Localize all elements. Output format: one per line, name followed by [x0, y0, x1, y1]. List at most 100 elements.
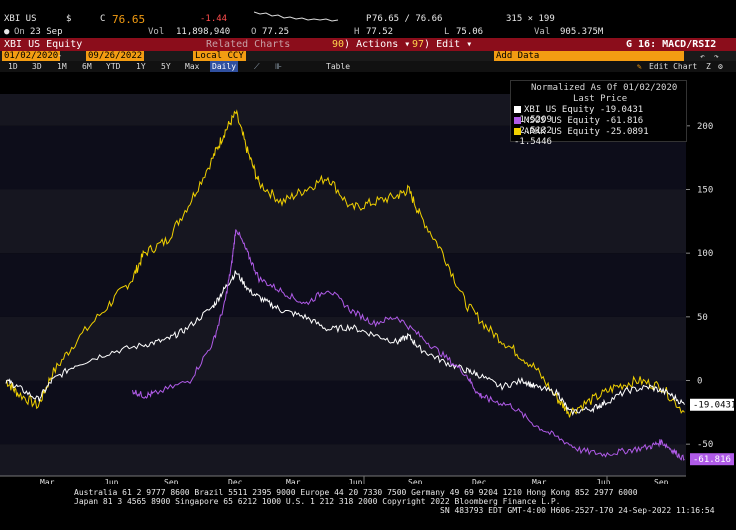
table-button[interactable]: Table — [326, 62, 351, 71]
x-tick-label: Sep — [408, 478, 423, 487]
last-value-text: -61.816 — [693, 455, 731, 465]
legend-swatch — [514, 128, 521, 135]
chart-template-label: G 16: MACD/RSI2 — [626, 39, 717, 50]
price-change: -1.44 — [200, 14, 228, 24]
range-3d[interactable]: 3D — [32, 62, 42, 71]
toolbar: 1D 3D 1M 6M YTD 1Y 5Y Max Daily ⟋ ⊪ Tabl… — [0, 52, 736, 72]
series-line-xbi — [5, 270, 685, 416]
line-chart-icon[interactable]: ⟋ — [254, 62, 260, 71]
gear-icon[interactable]: ✎ — [637, 62, 642, 71]
y-tick-label: 150 — [697, 186, 713, 196]
last-value-box — [690, 398, 734, 411]
x-tick-label: Dec — [228, 478, 243, 487]
low-price: 75.06 — [456, 27, 484, 37]
low-label: L — [444, 27, 450, 37]
add-data-field[interactable]: Add Data — [494, 51, 684, 61]
dollar-sign: $ — [66, 14, 72, 24]
bid-ask: 76.65 / 76.66 — [372, 14, 443, 24]
sparkline-icon — [254, 11, 339, 22]
legend-subheader: Last Price — [573, 94, 628, 104]
quote-bar: XBI US $ C 76.65 -1.44 P 76.65 / 76.66 3… — [0, 0, 736, 38]
y-tick-label: 0 — [697, 377, 702, 387]
open-label: O — [251, 27, 257, 37]
legend-value: -25.0891 — [605, 127, 649, 137]
legend-value: -19.0431 — [599, 105, 644, 115]
x-tick-label: Mar — [40, 478, 55, 487]
range-6m[interactable]: 6M — [82, 62, 92, 71]
series-line-arkk — [5, 109, 685, 418]
footer-line2: Japan 81 3 4565 8900 Singapore 65 6212 1… — [74, 497, 561, 506]
range-1m[interactable]: 1M — [57, 62, 67, 71]
size: 315 × 199 — [506, 14, 555, 24]
legend-name: ARKK US Equity — [524, 127, 600, 137]
legend-item-msos[interactable]: MSOS US Equity -61.816 -2.5132 — [514, 116, 686, 136]
x-tick-label: Sep — [164, 478, 179, 487]
actions-label: Actions — [356, 39, 399, 50]
security-name: XBI US Equity — [4, 39, 83, 50]
x-tick-label: Mar — [286, 478, 301, 487]
date-separator: - — [57, 51, 63, 61]
range-max[interactable]: Max — [185, 62, 200, 71]
date-label: On — [14, 27, 25, 37]
legend-item-xbi[interactable]: XBI US Equity -19.0431 -1.5209 — [514, 105, 686, 125]
last-value-labels: -19.0431 -61.816 — [690, 398, 736, 466]
undo-icon[interactable]: ↶ — [700, 52, 705, 61]
y-tick-label: 100 — [697, 249, 713, 259]
zoom-icon[interactable]: Z — [706, 62, 711, 71]
actions-number: 90 — [332, 39, 345, 50]
start-date-field[interactable]: 01/02/2020 — [2, 51, 61, 61]
edit-label: Edit — [436, 39, 461, 50]
chart-band — [0, 316, 686, 381]
edit-menu[interactable]: 97) Edit ▾ — [412, 39, 473, 50]
y-tick-label: -50 — [697, 440, 713, 450]
y-tick-label: 50 — [697, 313, 708, 323]
last-value-tag: -61.816 — [690, 453, 734, 466]
high-price: 77.52 — [366, 27, 394, 37]
range-1y[interactable]: 1Y — [136, 62, 146, 71]
end-date-field[interactable]: 09/26/2022 — [86, 51, 145, 61]
range-5y[interactable]: 5Y — [161, 62, 171, 71]
background-bands — [0, 94, 686, 476]
range-1d[interactable]: 1D — [8, 62, 18, 71]
x-tick-label: Mar — [532, 478, 547, 487]
frequency-dropdown[interactable]: Daily — [210, 61, 239, 72]
actions-menu[interactable]: 90) Actions ▾ — [332, 39, 411, 50]
edit-number: 97 — [412, 39, 425, 50]
series-line-msos — [132, 229, 685, 461]
open-price: 77.25 — [262, 27, 290, 37]
footer-line3: SN 483793 EDT GMT-4:00 H606-2527-170 24-… — [440, 506, 715, 515]
legend-item-arkk[interactable]: ARKK US Equity -25.0891 -1.5446 — [514, 127, 686, 147]
ticker[interactable]: XBI US — [4, 14, 37, 24]
settings-icon[interactable]: ⚙ — [718, 62, 723, 71]
last-value-tag: -19.0431 — [690, 398, 736, 411]
range-ytd[interactable]: YTD — [106, 62, 121, 71]
y-tick-label: 200 — [697, 122, 713, 132]
chart-legend[interactable]: Normalized As Of 01/02/2020 Last Price X… — [510, 80, 687, 147]
vol-label: Vol — [148, 27, 165, 37]
related-charts-button[interactable]: Related Charts — [206, 39, 291, 50]
chart-band — [0, 444, 686, 476]
currency-dropdown[interactable]: Local CCY — [193, 51, 246, 61]
candle-icon[interactable]: ⊪ — [275, 62, 282, 71]
x-tick-label: Sep — [654, 478, 669, 487]
footer: Australia 61 2 9777 8600 Brazil 5511 239… — [0, 484, 736, 530]
date-icon: ● — [4, 27, 10, 37]
last-value-box — [690, 453, 734, 466]
last-label: C — [100, 14, 106, 24]
legend-header: Normalized As Of 01/02/2020 — [531, 83, 678, 93]
legend-change: -2.5132 — [514, 126, 552, 136]
x-tick-label: Jun — [348, 478, 363, 487]
footer-line1: Australia 61 2 9777 8600 Brazil 5511 239… — [74, 488, 638, 497]
legend-swatch — [514, 117, 521, 124]
x-tick-label: Dec — [472, 478, 487, 487]
legend-name: XBI US Equity — [524, 105, 595, 115]
volume: 11,898,940 — [176, 27, 231, 37]
edit-chart-button[interactable]: Edit Chart — [649, 62, 698, 71]
value-traded: 905.375M — [560, 27, 604, 37]
legend-name: MSOS US Equity — [524, 116, 600, 126]
series-lines — [5, 109, 685, 461]
redo-icon[interactable]: ↷ — [714, 52, 719, 61]
date-row: 01/02/2020 - 09/26/2022 Local CCY Add Da… — [0, 51, 736, 61]
chart-band — [0, 380, 686, 445]
val-label: Val — [534, 27, 551, 37]
